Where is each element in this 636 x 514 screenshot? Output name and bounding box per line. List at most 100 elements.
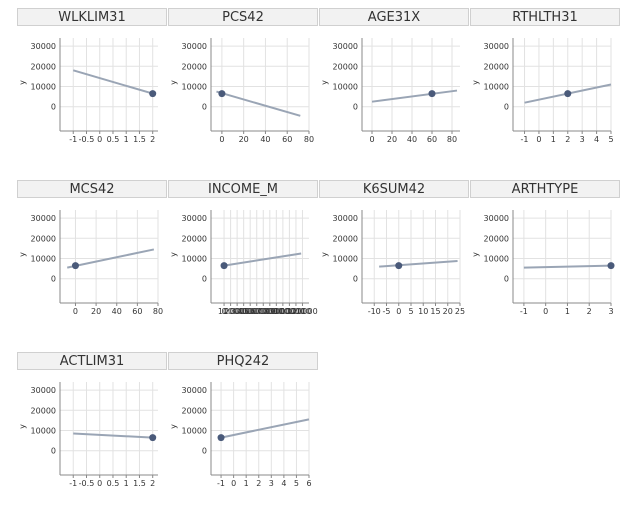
x-tick-label: 80 (447, 135, 457, 144)
x-tick-label: -1 (520, 307, 528, 316)
x-tick-label: 0 (231, 479, 236, 488)
x-tick-label: 0 (536, 135, 541, 144)
x-tick-label: 1 (551, 135, 556, 144)
data-point (217, 434, 225, 442)
x-tick-label: 0.5 (107, 135, 120, 144)
y-tick-label: 30000 (31, 42, 56, 51)
facet-title: WLKLIM31 (17, 8, 167, 26)
x-tick-label: 2 (150, 135, 155, 144)
x-tick-label: 4 (281, 479, 286, 488)
series-line (72, 69, 153, 95)
x-tick-label: 50000 (244, 307, 269, 316)
data-point (218, 90, 226, 98)
x-tick-label: 20 (387, 135, 397, 144)
x-tick-label: -1 (217, 479, 225, 488)
y-axis-label: y (169, 80, 178, 85)
y-tick-label: 20000 (182, 62, 207, 71)
y-tick-label: 0 (51, 275, 56, 284)
y-axis-label: y (320, 252, 329, 257)
facet-plot: 0100002000030000010000200003000040000500… (169, 210, 318, 316)
x-tick-label: 3 (580, 135, 585, 144)
facet-title: PCS42 (168, 8, 318, 26)
x-tick-label: 2 (587, 307, 592, 316)
x-tick-label: 1.5 (133, 479, 146, 488)
y-tick-label: 10000 (333, 255, 358, 264)
facet-panel: AGE31X 0 10000 20000 30000 0 20 40 60 80 y (319, 8, 469, 170)
data-point (149, 90, 157, 98)
facet-plot: 0 10000 20000 30000 -1 0 1 2 3 4 5 y (471, 38, 614, 144)
x-tick-label: 20 (443, 307, 453, 316)
facet-panel: K6SUM42 0 10000 20000 30000 -10 -5 0 5 10 15 20 25 y (319, 180, 469, 342)
x-tick-label: 30000 (231, 307, 256, 316)
x-tick-label: 5 (294, 479, 299, 488)
facet-panel: WLKLIM31 0 10000 20000 30000 -1 -0.5 0 0.5 1 1.5 2 y (17, 8, 167, 170)
facet-title: MCS42 (17, 180, 167, 198)
series-line (223, 252, 302, 267)
y-tick-label: 30000 (31, 214, 56, 223)
y-tick-label: 20000 (31, 62, 56, 71)
y-tick-label: 20000 (31, 406, 56, 415)
y-tick-label: 20000 (182, 234, 207, 243)
data-point (395, 262, 403, 270)
y-tick-label: 0 (202, 103, 207, 112)
x-tick-label: 0 (97, 135, 102, 144)
x-tick-label: 1.5 (133, 135, 146, 144)
y-tick-label: 10000 (333, 83, 358, 92)
x-tick-label: -0.5 (79, 479, 95, 488)
x-tick-label: 60000 (251, 307, 276, 316)
facet-title: ARTHTYPE (470, 180, 620, 198)
x-tick-label: 1 (124, 135, 129, 144)
facet-panel: RTHLTH31 0 10000 20000 30000 -1 0 1 2 3 4 5 y (470, 8, 620, 170)
facet-panel: ARTHTYPE 0 10000 20000 30000 -1 0 1 2 3 y (470, 180, 620, 342)
x-tick-label: 6 (306, 479, 311, 488)
facet-plot: 0 10000 20000 30000 -1 0 1 2 3 y (471, 210, 615, 316)
y-tick-label: 30000 (484, 214, 509, 223)
x-tick-label: 4 (594, 135, 599, 144)
series-line (371, 89, 458, 103)
x-tick-label: 10000 (218, 307, 243, 316)
y-tick-label: 0 (51, 447, 56, 456)
facet-plot: 0 10000 20000 30000 0 20 40 60 80 y (320, 38, 460, 144)
y-tick-label: 0 (202, 275, 207, 284)
y-axis-label: y (18, 424, 27, 429)
y-tick-label: 0 (51, 103, 56, 112)
y-tick-label: 30000 (182, 42, 207, 51)
x-tick-label: 80000 (264, 307, 289, 316)
y-axis-label: y (169, 252, 178, 257)
x-tick-label: 1 (244, 479, 249, 488)
facet-plot: 0 10000 20000 30000 0 20 40 60 80 y (169, 38, 314, 144)
x-tick-label: 80 (304, 135, 314, 144)
facet-plot: 0 10000 20000 30000 0 20 40 60 80 y (18, 210, 163, 316)
x-tick-label: 3 (269, 479, 274, 488)
x-tick-label: 90000 (270, 307, 295, 316)
y-tick-label: 30000 (182, 214, 207, 223)
x-tick-label: 20 (239, 135, 249, 144)
x-tick-label: 0 (543, 307, 548, 316)
facet-title: INCOME_M (168, 180, 318, 198)
facet-title: RTHLTH31 (470, 8, 620, 26)
x-tick-label: -10 (368, 307, 381, 316)
facet-title: K6SUM42 (319, 180, 469, 198)
x-tick-label: 70000 (257, 307, 282, 316)
x-tick-label: 20000 (224, 307, 249, 316)
x-tick-label: -1 (69, 479, 77, 488)
y-axis-label: y (471, 80, 480, 85)
facet-title: ACTLIM31 (17, 352, 167, 370)
y-tick-label: 20000 (31, 234, 56, 243)
y-tick-label: 10000 (31, 255, 56, 264)
x-tick-label: 80 (153, 307, 163, 316)
facet-panel: INCOME_M 0 10000 20000 30000 0 10000 20000 30000… (168, 180, 318, 342)
x-tick-label: 2 (256, 479, 261, 488)
x-tick-label: 120000 (287, 307, 318, 316)
y-tick-label: 10000 (182, 83, 207, 92)
series-line (67, 248, 155, 269)
x-tick-label: 60 (132, 307, 142, 316)
y-tick-label: 30000 (333, 42, 358, 51)
x-tick-label: 100000 (274, 307, 305, 316)
series-line (220, 418, 310, 439)
data-point (220, 262, 228, 270)
y-tick-label: 0 (353, 103, 358, 112)
